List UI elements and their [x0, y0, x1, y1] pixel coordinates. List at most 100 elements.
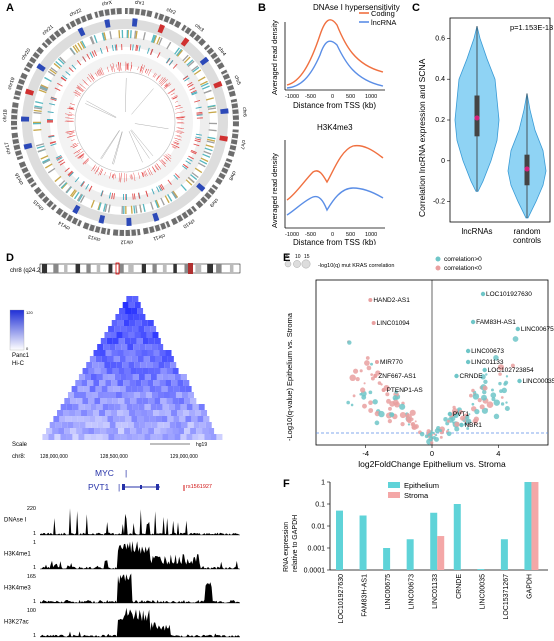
- volcano-point: [362, 403, 367, 409]
- volcano-point: [366, 365, 372, 371]
- panel-e-letter: E: [283, 252, 291, 264]
- volcano-point: [426, 429, 431, 434]
- legend-epithelium: Epithelium: [404, 481, 439, 490]
- xlabel-top: Distance from TSS (kb): [293, 101, 376, 110]
- panel-d-letter: D: [6, 252, 14, 264]
- volcano-point: [483, 379, 488, 384]
- chrom-label-chr9: chr9: [208, 197, 219, 208]
- volcano-point: [493, 413, 500, 420]
- snp-label: rs1561927: [186, 484, 212, 490]
- volcano-label-left-0: HAND2-AS1: [373, 297, 410, 304]
- hic-label-type: Hi-C: [12, 361, 25, 367]
- svg-text:|: |: [125, 468, 127, 478]
- volcano-point: [490, 392, 497, 399]
- volcano-point: [359, 369, 363, 373]
- chrom-label-chr3: chr3: [193, 23, 205, 34]
- volcano-point: [498, 372, 502, 376]
- chrom-label-chr6: chr6: [241, 107, 248, 117]
- volcano-point: [505, 375, 509, 378]
- tick-top-4: 500: [346, 94, 355, 100]
- volcano-point: [355, 376, 360, 382]
- legend-lncrna: lncRNA: [371, 18, 396, 27]
- volcano-point: [388, 406, 392, 411]
- volcano-point: [469, 393, 473, 398]
- bar-category-7: LOC15371267: [503, 574, 510, 620]
- volcano-point: [481, 394, 487, 401]
- volcano-point: [424, 434, 429, 439]
- volcano-point: [473, 416, 480, 422]
- chromosome-chr12: [112, 228, 141, 236]
- size-legend-2: 15: [304, 254, 310, 260]
- volcano-point: [493, 355, 499, 361]
- volcano-point: [385, 392, 390, 397]
- chrom-label-chr2: chr2: [165, 7, 176, 16]
- circos-plot: chr1 chr2 chr3 chr4 chr5 chr6 chr7 chr8 chr9 chr1…: [2, 0, 248, 245]
- volcano-point: [414, 420, 417, 423]
- volcano-label-right-6: LOC102723854: [488, 367, 534, 374]
- volcano-xlabel: log2FoldChange Epithelium vs. Stroma: [358, 459, 506, 469]
- volcano-point: [458, 410, 463, 415]
- volcano-point: [500, 402, 505, 406]
- volcano-point: [406, 412, 410, 416]
- track-signal-0: [40, 508, 240, 535]
- volcano-point: [374, 420, 380, 426]
- volcano-point: [399, 411, 406, 419]
- chrom-label-chr19: chr19: [7, 77, 17, 91]
- chrom-label-chr1: chr1: [134, 0, 145, 7]
- bar-category-4: LINC01133: [432, 574, 439, 609]
- volcano-ylabel: -Log10(q-value) Epithelium vs. Stroma: [285, 312, 294, 441]
- bar-epithelium-5: [453, 504, 461, 570]
- volcano-point: [364, 360, 370, 366]
- bar-category-3: LINC00673: [409, 574, 416, 610]
- colorbar-bottom: 0: [26, 346, 29, 351]
- legend-coding: Coding: [371, 9, 395, 18]
- volcano-point: [497, 364, 505, 371]
- volcano-point: [352, 394, 356, 398]
- bar-category-6: LINC00035: [479, 574, 486, 610]
- volcano-point: [463, 422, 468, 426]
- tick-bot-1: -1000: [285, 232, 299, 238]
- volcano-point: [368, 390, 373, 395]
- volcano-point: [486, 401, 494, 408]
- volcano-point: [346, 400, 350, 405]
- volcano-label-right-8: PVT1: [453, 411, 470, 418]
- volcano-point: [394, 390, 399, 394]
- track-signal-1: [40, 540, 240, 569]
- gene-pvt1: PVT1: [88, 482, 110, 492]
- bar-ytick: 0.001: [307, 546, 325, 553]
- volcano-point: [434, 428, 440, 434]
- volcano-point: [504, 406, 510, 412]
- tick-bot-5: 1000: [365, 232, 377, 238]
- colorbar-top: 120: [26, 310, 33, 315]
- violin-ytick: 0.6: [435, 35, 445, 42]
- volcano-point: [430, 435, 433, 439]
- violin-median-1: [524, 166, 530, 172]
- coord-tick-2: 128,500,000: [100, 454, 128, 460]
- chromosome-chr6: [230, 98, 239, 127]
- track-min-0: 1: [33, 531, 36, 537]
- panel-c-letter: C: [412, 2, 420, 14]
- p-value-label: p=1.153E-13: [510, 23, 553, 32]
- volcano-point: [471, 388, 475, 393]
- legend-correlation-neg: correlation<0: [444, 265, 482, 272]
- track-min-2: 1: [33, 599, 36, 605]
- volcano-point: [471, 402, 475, 406]
- track-max-3: 100: [27, 608, 36, 614]
- track-max-1: 1: [33, 540, 36, 546]
- chrom-label-chr7: chr7: [239, 139, 247, 150]
- volcano-label-right-4: LINC01133: [471, 359, 504, 366]
- xlabel-bottom: Distance from TSS (kb): [293, 238, 376, 245]
- volcano-point: [389, 412, 395, 418]
- volcano-point: [370, 362, 374, 366]
- bar-ylabel-line1: RNA expression: [283, 522, 290, 572]
- chrom-label-chrX: chrX: [101, 0, 113, 7]
- volcano-point: [370, 376, 375, 381]
- tick-top-1: -1000: [285, 94, 299, 100]
- track-min-3: 1: [33, 633, 36, 639]
- volcano-point: [498, 381, 502, 386]
- volcano-point: [375, 370, 381, 376]
- volcano-point: [472, 393, 480, 400]
- volcano-point: [419, 431, 425, 437]
- volcano-point: [350, 403, 354, 407]
